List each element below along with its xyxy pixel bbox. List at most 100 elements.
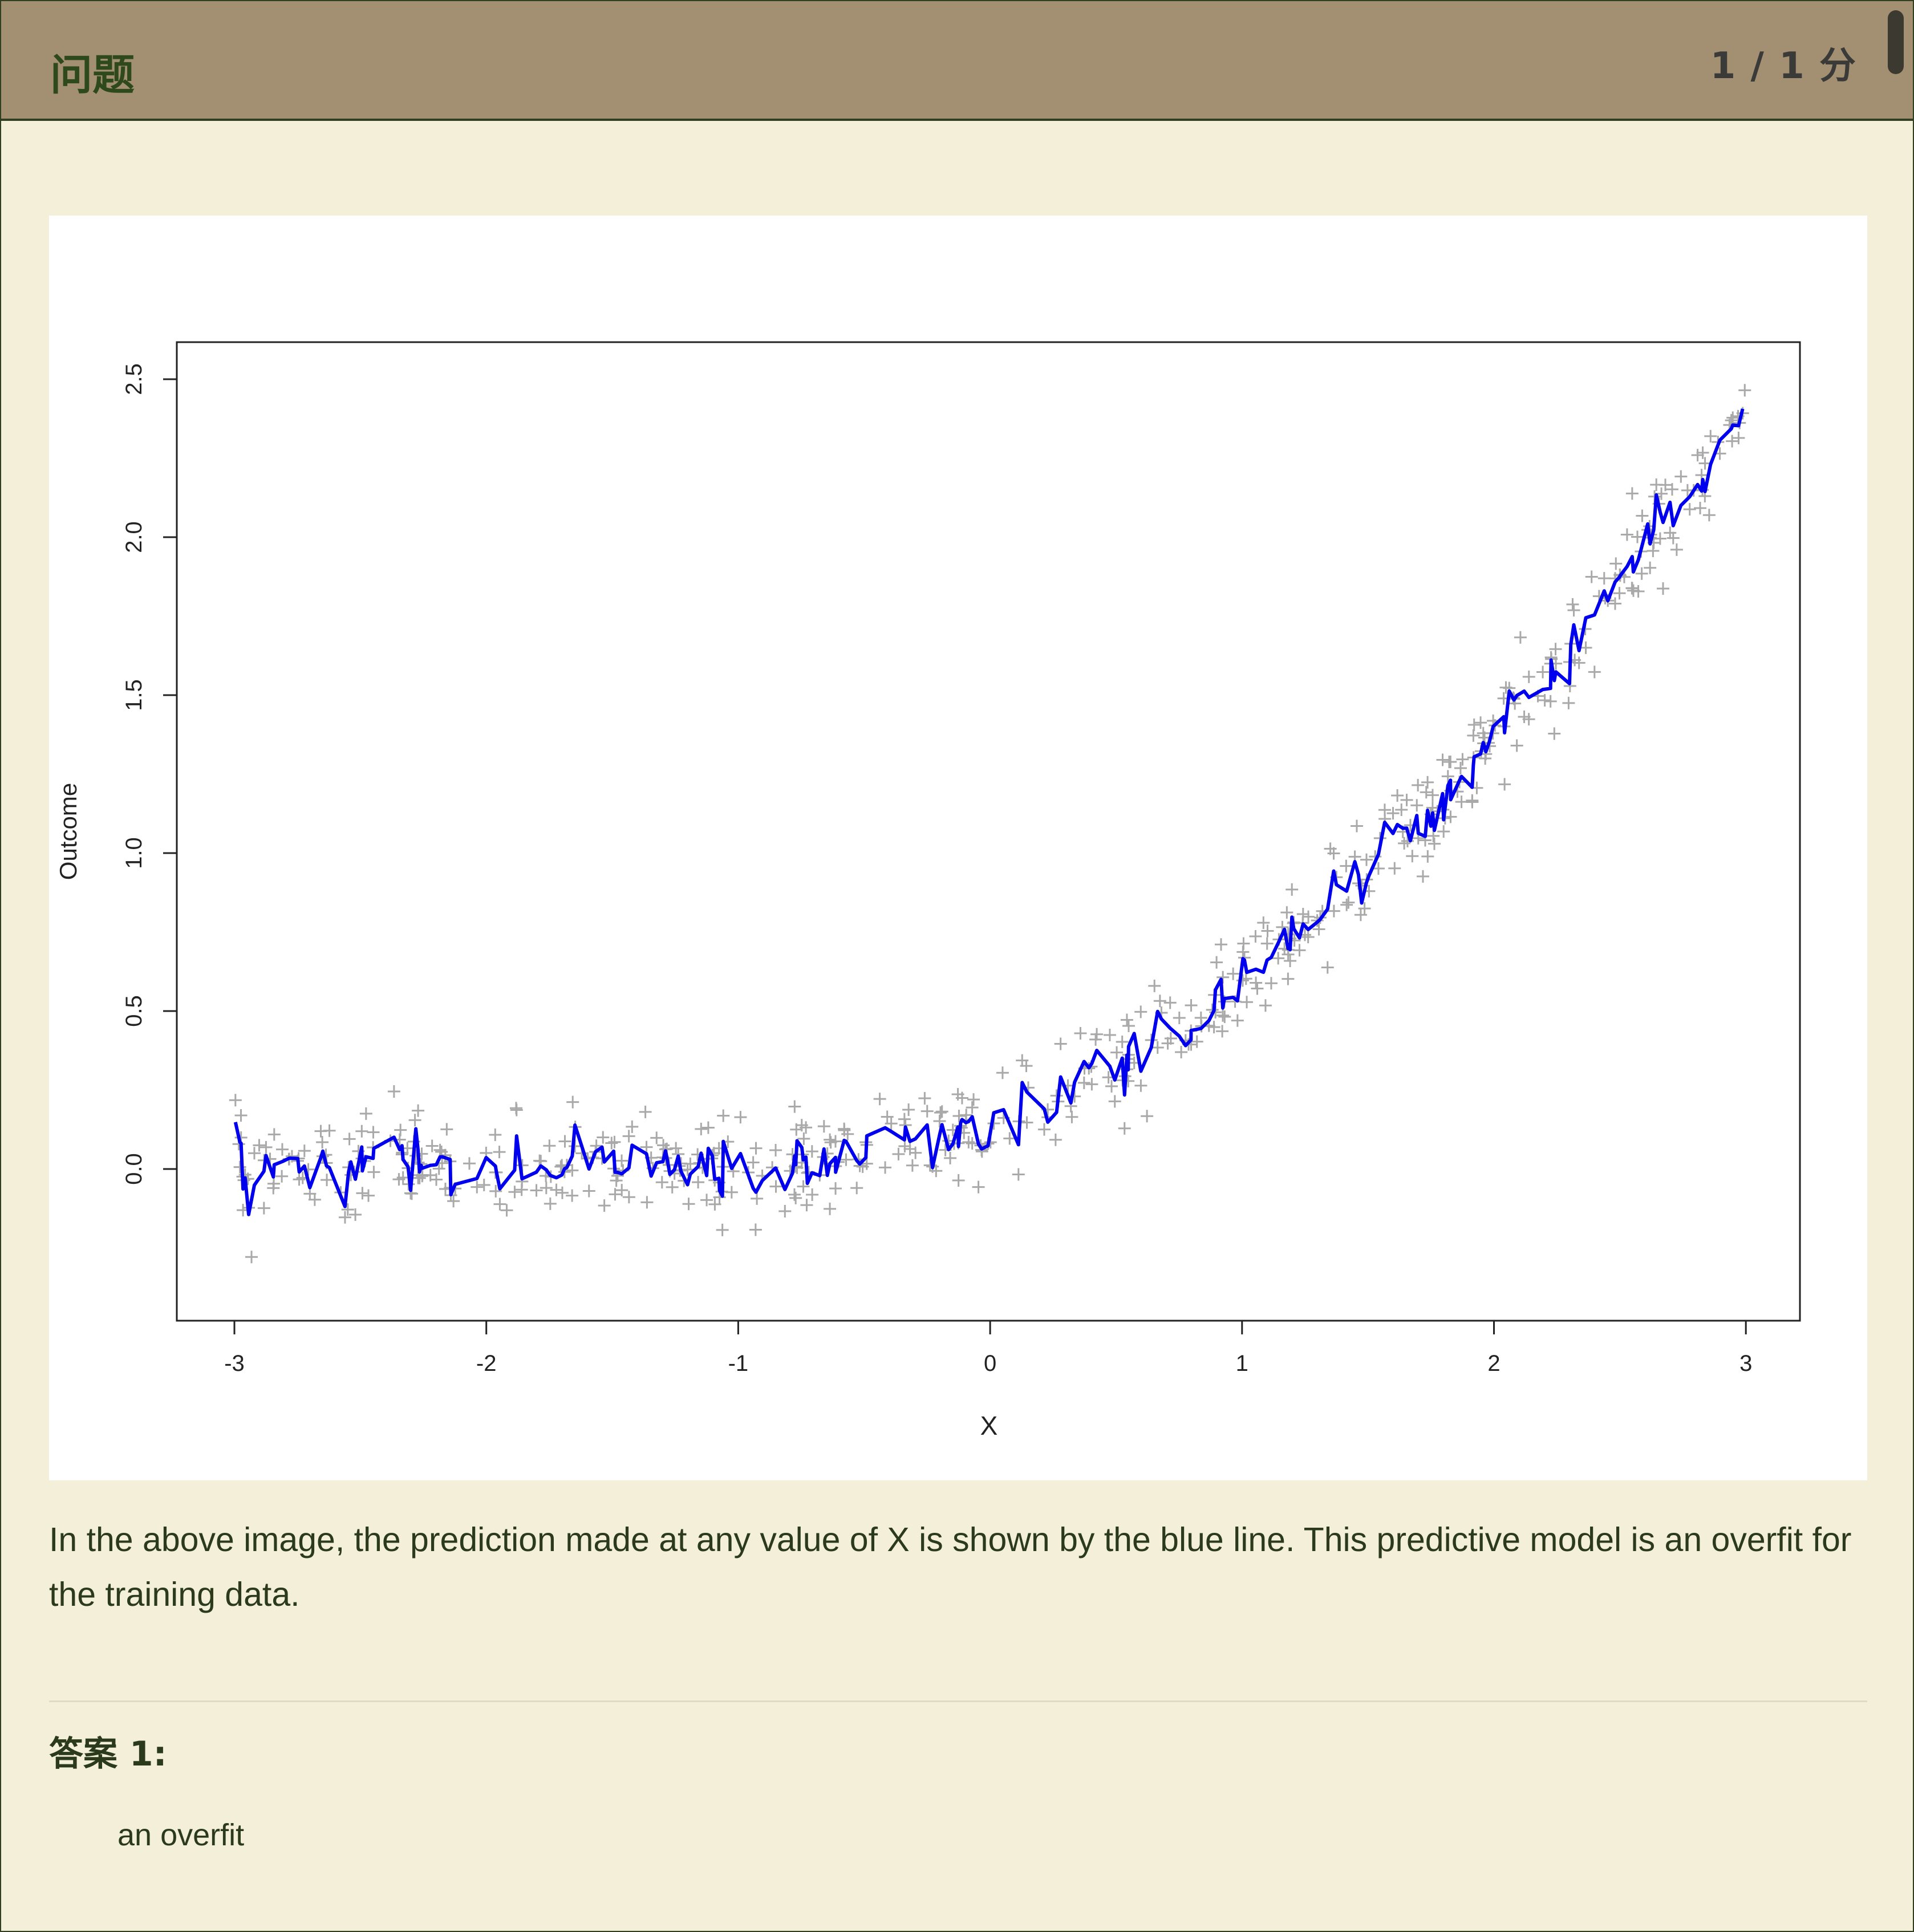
training-point bbox=[1054, 1037, 1067, 1050]
training-point bbox=[566, 1189, 579, 1202]
training-point bbox=[1608, 597, 1621, 610]
training-point bbox=[639, 1105, 652, 1118]
training-point bbox=[1231, 1014, 1244, 1027]
training-point bbox=[343, 1133, 356, 1146]
training-point bbox=[1436, 753, 1449, 766]
y-tick-label: 2.0 bbox=[121, 521, 147, 553]
chart: -3 -2 -1 0 1 2 3 0.0 0.5 1.0 1.5 2.0 2.5 X Outcome bbox=[55, 341, 1801, 1440]
training-point bbox=[920, 1105, 934, 1118]
training-point bbox=[1261, 924, 1274, 937]
training-point bbox=[500, 1204, 513, 1217]
training-point bbox=[1286, 883, 1299, 896]
training-point bbox=[1312, 923, 1325, 936]
training-point bbox=[1510, 739, 1523, 752]
training-point bbox=[1194, 1011, 1207, 1024]
training-point bbox=[1691, 449, 1704, 462]
answer-value: an overfit bbox=[117, 1818, 245, 1852]
x-tick-label: -2 bbox=[476, 1351, 497, 1376]
question-title: 问题 bbox=[50, 51, 135, 100]
training-point bbox=[1272, 952, 1285, 965]
training-point bbox=[789, 1191, 802, 1204]
training-point bbox=[1237, 937, 1250, 950]
training-point bbox=[1398, 837, 1411, 850]
training-point bbox=[509, 1102, 522, 1115]
training-point bbox=[1427, 829, 1440, 842]
training-point bbox=[716, 1223, 729, 1236]
training-point bbox=[1562, 696, 1575, 709]
scrollbar-handle[interactable] bbox=[1888, 10, 1904, 74]
training-point bbox=[747, 1156, 760, 1169]
prediction-line-layer bbox=[233, 408, 1745, 1216]
training-point bbox=[1340, 898, 1353, 911]
y-tick-label: 0.5 bbox=[121, 995, 147, 1027]
training-point bbox=[493, 1146, 506, 1159]
y-axis: 0.0 0.5 1.0 1.5 2.0 2.5 bbox=[121, 363, 178, 1185]
training-point bbox=[610, 1174, 623, 1187]
training-point bbox=[1426, 789, 1439, 802]
y-tick-label: 1.5 bbox=[121, 679, 147, 711]
training-point bbox=[1625, 487, 1639, 500]
training-point bbox=[1466, 795, 1479, 809]
training-point bbox=[1666, 531, 1680, 545]
x-axis: -3 -2 -1 0 1 2 3 bbox=[224, 1320, 1752, 1376]
score-badge: 1 / 1 分 bbox=[1710, 45, 1857, 87]
training-point bbox=[1134, 1079, 1147, 1092]
training-point bbox=[682, 1198, 695, 1211]
training-point bbox=[1732, 431, 1745, 444]
training-point bbox=[1257, 916, 1270, 930]
training-point bbox=[530, 1184, 543, 1197]
training-point bbox=[1321, 961, 1334, 974]
training-point bbox=[935, 1105, 948, 1118]
training-point bbox=[795, 1119, 808, 1132]
training-point bbox=[338, 1211, 351, 1224]
training-point bbox=[903, 1142, 917, 1155]
training-point bbox=[626, 1120, 639, 1133]
training-point bbox=[881, 1110, 894, 1123]
training-point bbox=[898, 1140, 911, 1153]
training-point bbox=[615, 1154, 628, 1167]
training-point bbox=[298, 1144, 311, 1158]
chart-image: -3 -2 -1 0 1 2 3 0.0 0.5 1.0 1.5 2.0 2.5 X Outcome bbox=[49, 216, 1867, 1480]
training-point bbox=[416, 1170, 429, 1183]
training-point bbox=[1250, 976, 1263, 989]
training-point bbox=[508, 1186, 521, 1199]
training-point bbox=[1302, 910, 1315, 923]
training-point bbox=[666, 1180, 679, 1194]
training-point bbox=[879, 1161, 892, 1174]
training-point bbox=[829, 1182, 842, 1195]
training-point bbox=[1665, 483, 1678, 496]
training-point bbox=[1251, 982, 1264, 995]
training-point bbox=[1428, 837, 1441, 850]
training-point bbox=[359, 1107, 372, 1120]
training-point bbox=[806, 1188, 819, 1201]
training-point bbox=[1090, 1028, 1104, 1041]
training-point bbox=[708, 1198, 721, 1211]
training-point bbox=[1597, 572, 1611, 585]
training-point bbox=[800, 1199, 813, 1212]
training-point bbox=[257, 1202, 270, 1215]
training-point bbox=[1567, 604, 1580, 617]
training-point bbox=[447, 1195, 460, 1208]
x-tick-label: -1 bbox=[728, 1351, 749, 1376]
training-point bbox=[234, 1109, 248, 1122]
training-point bbox=[1296, 907, 1309, 920]
training-point bbox=[1410, 799, 1424, 812]
training-point bbox=[695, 1122, 708, 1135]
training-point bbox=[885, 1117, 898, 1130]
training-point bbox=[1644, 561, 1657, 574]
training-point bbox=[1455, 795, 1468, 809]
training-point bbox=[1388, 862, 1401, 875]
training-point bbox=[1681, 484, 1694, 497]
training-point bbox=[1548, 727, 1561, 740]
training-point bbox=[1579, 641, 1592, 654]
training-point bbox=[477, 1179, 490, 1191]
training-point bbox=[1421, 776, 1434, 789]
training-point bbox=[1412, 778, 1425, 792]
training-point bbox=[367, 1166, 380, 1179]
training-point bbox=[253, 1139, 266, 1152]
training-point bbox=[598, 1199, 611, 1212]
training-point bbox=[824, 1133, 837, 1146]
training-point bbox=[1134, 1005, 1147, 1018]
training-point bbox=[1120, 1013, 1133, 1026]
training-point bbox=[1214, 938, 1227, 951]
